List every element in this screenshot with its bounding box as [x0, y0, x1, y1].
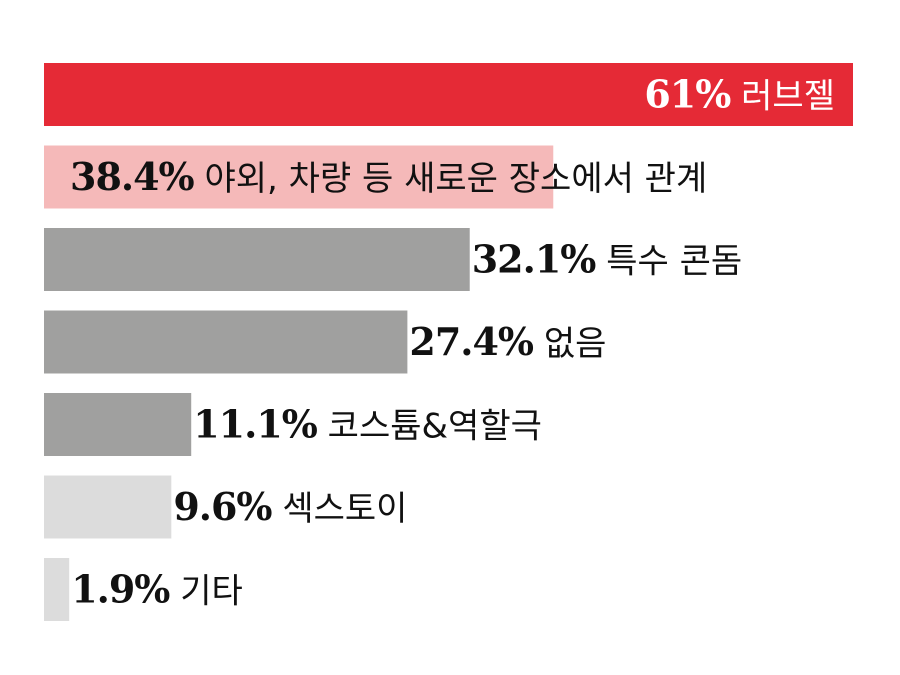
category-label: 특수 콘돔 — [595, 242, 742, 282]
bar-label: 1.9% 기타 — [71, 567, 243, 612]
value-label: 61% — [644, 72, 731, 117]
value-label: 9.6% — [173, 484, 272, 529]
category-label: 코스튬&역할극 — [317, 407, 542, 447]
labels-layer: 61% 러브젤 38.4% 야외, 차량 등 새로운 장소에서 관계 32.1% 특… — [70, 72, 835, 612]
bars-layer — [44, 63, 853, 621]
category-label: 없음 — [533, 324, 606, 364]
category-label: 러브젤 — [730, 77, 835, 117]
bar-label: 27.4% 없음 — [409, 319, 606, 364]
bar-label: 11.1% 코스튬&역할극 — [193, 402, 542, 447]
category-label: 야외, 차량 등 새로운 장소에서 관계 — [194, 159, 708, 199]
bar — [44, 310, 408, 374]
bar-label: 61% 러브젤 — [644, 72, 835, 117]
category-label: 섹스토이 — [272, 489, 408, 529]
value-label: 27.4% — [409, 319, 534, 364]
value-label: 1.9% — [71, 567, 170, 612]
bar-label: 38.4% 야외, 차량 등 새로운 장소에서 관계 — [70, 154, 707, 199]
bar-label: 9.6% 섹스토이 — [173, 484, 407, 529]
value-label: 11.1% — [193, 402, 318, 447]
bar — [44, 558, 70, 621]
bar — [44, 145, 554, 209]
bar — [44, 475, 172, 539]
bar — [44, 393, 192, 456]
value-label: 32.1% — [472, 237, 597, 282]
bar-label: 32.1% 특수 콘돔 — [472, 237, 742, 282]
value-label: 38.4% — [70, 154, 195, 199]
category-label: 기타 — [169, 572, 242, 612]
bar — [44, 63, 853, 126]
bar — [44, 228, 470, 291]
